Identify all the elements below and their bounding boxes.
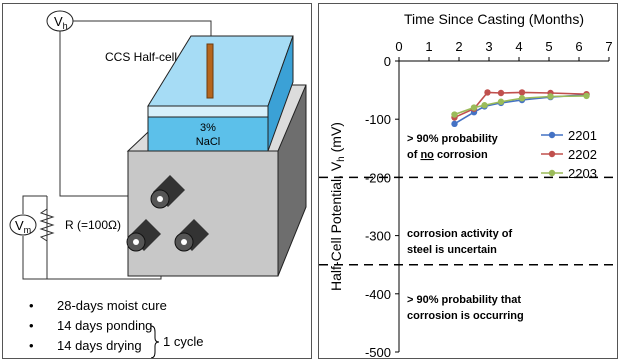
- y-tick-label: 0: [384, 54, 391, 69]
- zone-annotation-line: > 90% probability that: [407, 294, 521, 306]
- cycle-label: 1 cycle: [163, 334, 203, 349]
- data-point: [518, 89, 526, 96]
- zone-annotation-line: corrosion activity of: [407, 228, 512, 240]
- y-tick-label: -400: [365, 287, 391, 302]
- procedure-list: 28-days moist cure 14 days ponding 14 da…: [29, 296, 167, 356]
- procedure-step: 14 days drying: [29, 336, 167, 356]
- y-tick-label: -300: [365, 229, 391, 244]
- procedure-step: 28-days moist cure: [29, 296, 167, 316]
- voltmeter-vh: Vh: [46, 10, 74, 32]
- rebar-bottom-left: [126, 219, 161, 252]
- data-point: [583, 92, 590, 100]
- voltmeter-vm: Vm: [9, 214, 37, 236]
- legend-entry-label: 2203: [568, 166, 597, 181]
- data-point: [451, 120, 458, 128]
- halfcell-electrode: [206, 43, 214, 99]
- data-point: [547, 93, 554, 100]
- wire-vm-top: [22, 195, 47, 214]
- data-point: [484, 89, 491, 96]
- plot-area: 0 1 2 3 4 5 6 7 0 -100 -200 -300 -400 -500 > 90% proba…: [319, 39, 617, 358]
- legend-swatch-marker: [548, 150, 556, 158]
- x-tick-label: 2: [455, 39, 462, 54]
- chart-title: Time Since Casting (Months): [404, 11, 584, 27]
- chart-panel: Time Since Casting (Months) Half-Cell Po…: [318, 3, 618, 359]
- y-tick-label: -500: [365, 345, 391, 358]
- x-tick-label: 5: [545, 39, 552, 54]
- data-point: [518, 95, 526, 102]
- y-tick-label: -200: [365, 170, 391, 185]
- data-point: [497, 98, 505, 105]
- x-tick-label: 3: [485, 39, 492, 54]
- reservoir-solution: [147, 116, 269, 152]
- legend-entry-label: 2201: [568, 128, 597, 143]
- zone-annotation-line: > 90% probability: [407, 133, 499, 145]
- data-point: [451, 111, 458, 118]
- procedure-step: 14 days ponding: [29, 316, 167, 336]
- zone-annotation-line: corrosion is occurring: [407, 310, 524, 322]
- x-tick-label: 7: [605, 39, 612, 54]
- halfcell-label: CCS Half-cell: [105, 50, 177, 64]
- x-tick-label: 0: [395, 39, 402, 54]
- half-cell-potential-chart: Time Since Casting (Months) Half-Cell Po…: [319, 11, 617, 358]
- block-front-face: [127, 150, 279, 277]
- rebar-top: [150, 175, 185, 209]
- zone-annotation-line: of no corrosion: [407, 149, 488, 161]
- rebar-bottom-right: [174, 219, 209, 252]
- data-point: [470, 104, 478, 111]
- zone-annotation-line: steel is uncertain: [407, 244, 497, 256]
- setup-diagram: Vh Vm CCS Half-cell 3% NaCl R (=100Ω) 1 …: [9, 10, 307, 358]
- y-tick-label: -100: [365, 112, 391, 127]
- legend-entry-label: 2202: [568, 147, 597, 162]
- x-tick-label: 4: [515, 39, 522, 54]
- legend-swatch-marker: [548, 131, 556, 139]
- legend-swatch-marker: [548, 169, 556, 177]
- data-point: [497, 89, 505, 97]
- wire-vm-bottom: [22, 236, 47, 280]
- voltmeter-vm-label: Vm: [15, 218, 31, 235]
- resistor-label: R (=100Ω): [65, 218, 121, 232]
- resistor-symbol: [39, 208, 55, 242]
- x-tick-label: 1: [425, 39, 432, 54]
- reservoir-glass: [147, 105, 269, 118]
- setup-diagram-panel: Vh Vm CCS Half-cell 3% NaCl R (=100Ω) 1 …: [2, 3, 312, 359]
- data-point: [481, 102, 488, 109]
- solution-label-line2: NaCl: [196, 136, 220, 148]
- voltmeter-vh-label: Vh: [54, 14, 68, 31]
- solution-label-line1: 3%: [200, 122, 216, 134]
- y-axis-label: Half-Cell Potential, Vh (mV): [328, 122, 347, 291]
- x-tick-label: 6: [575, 39, 582, 54]
